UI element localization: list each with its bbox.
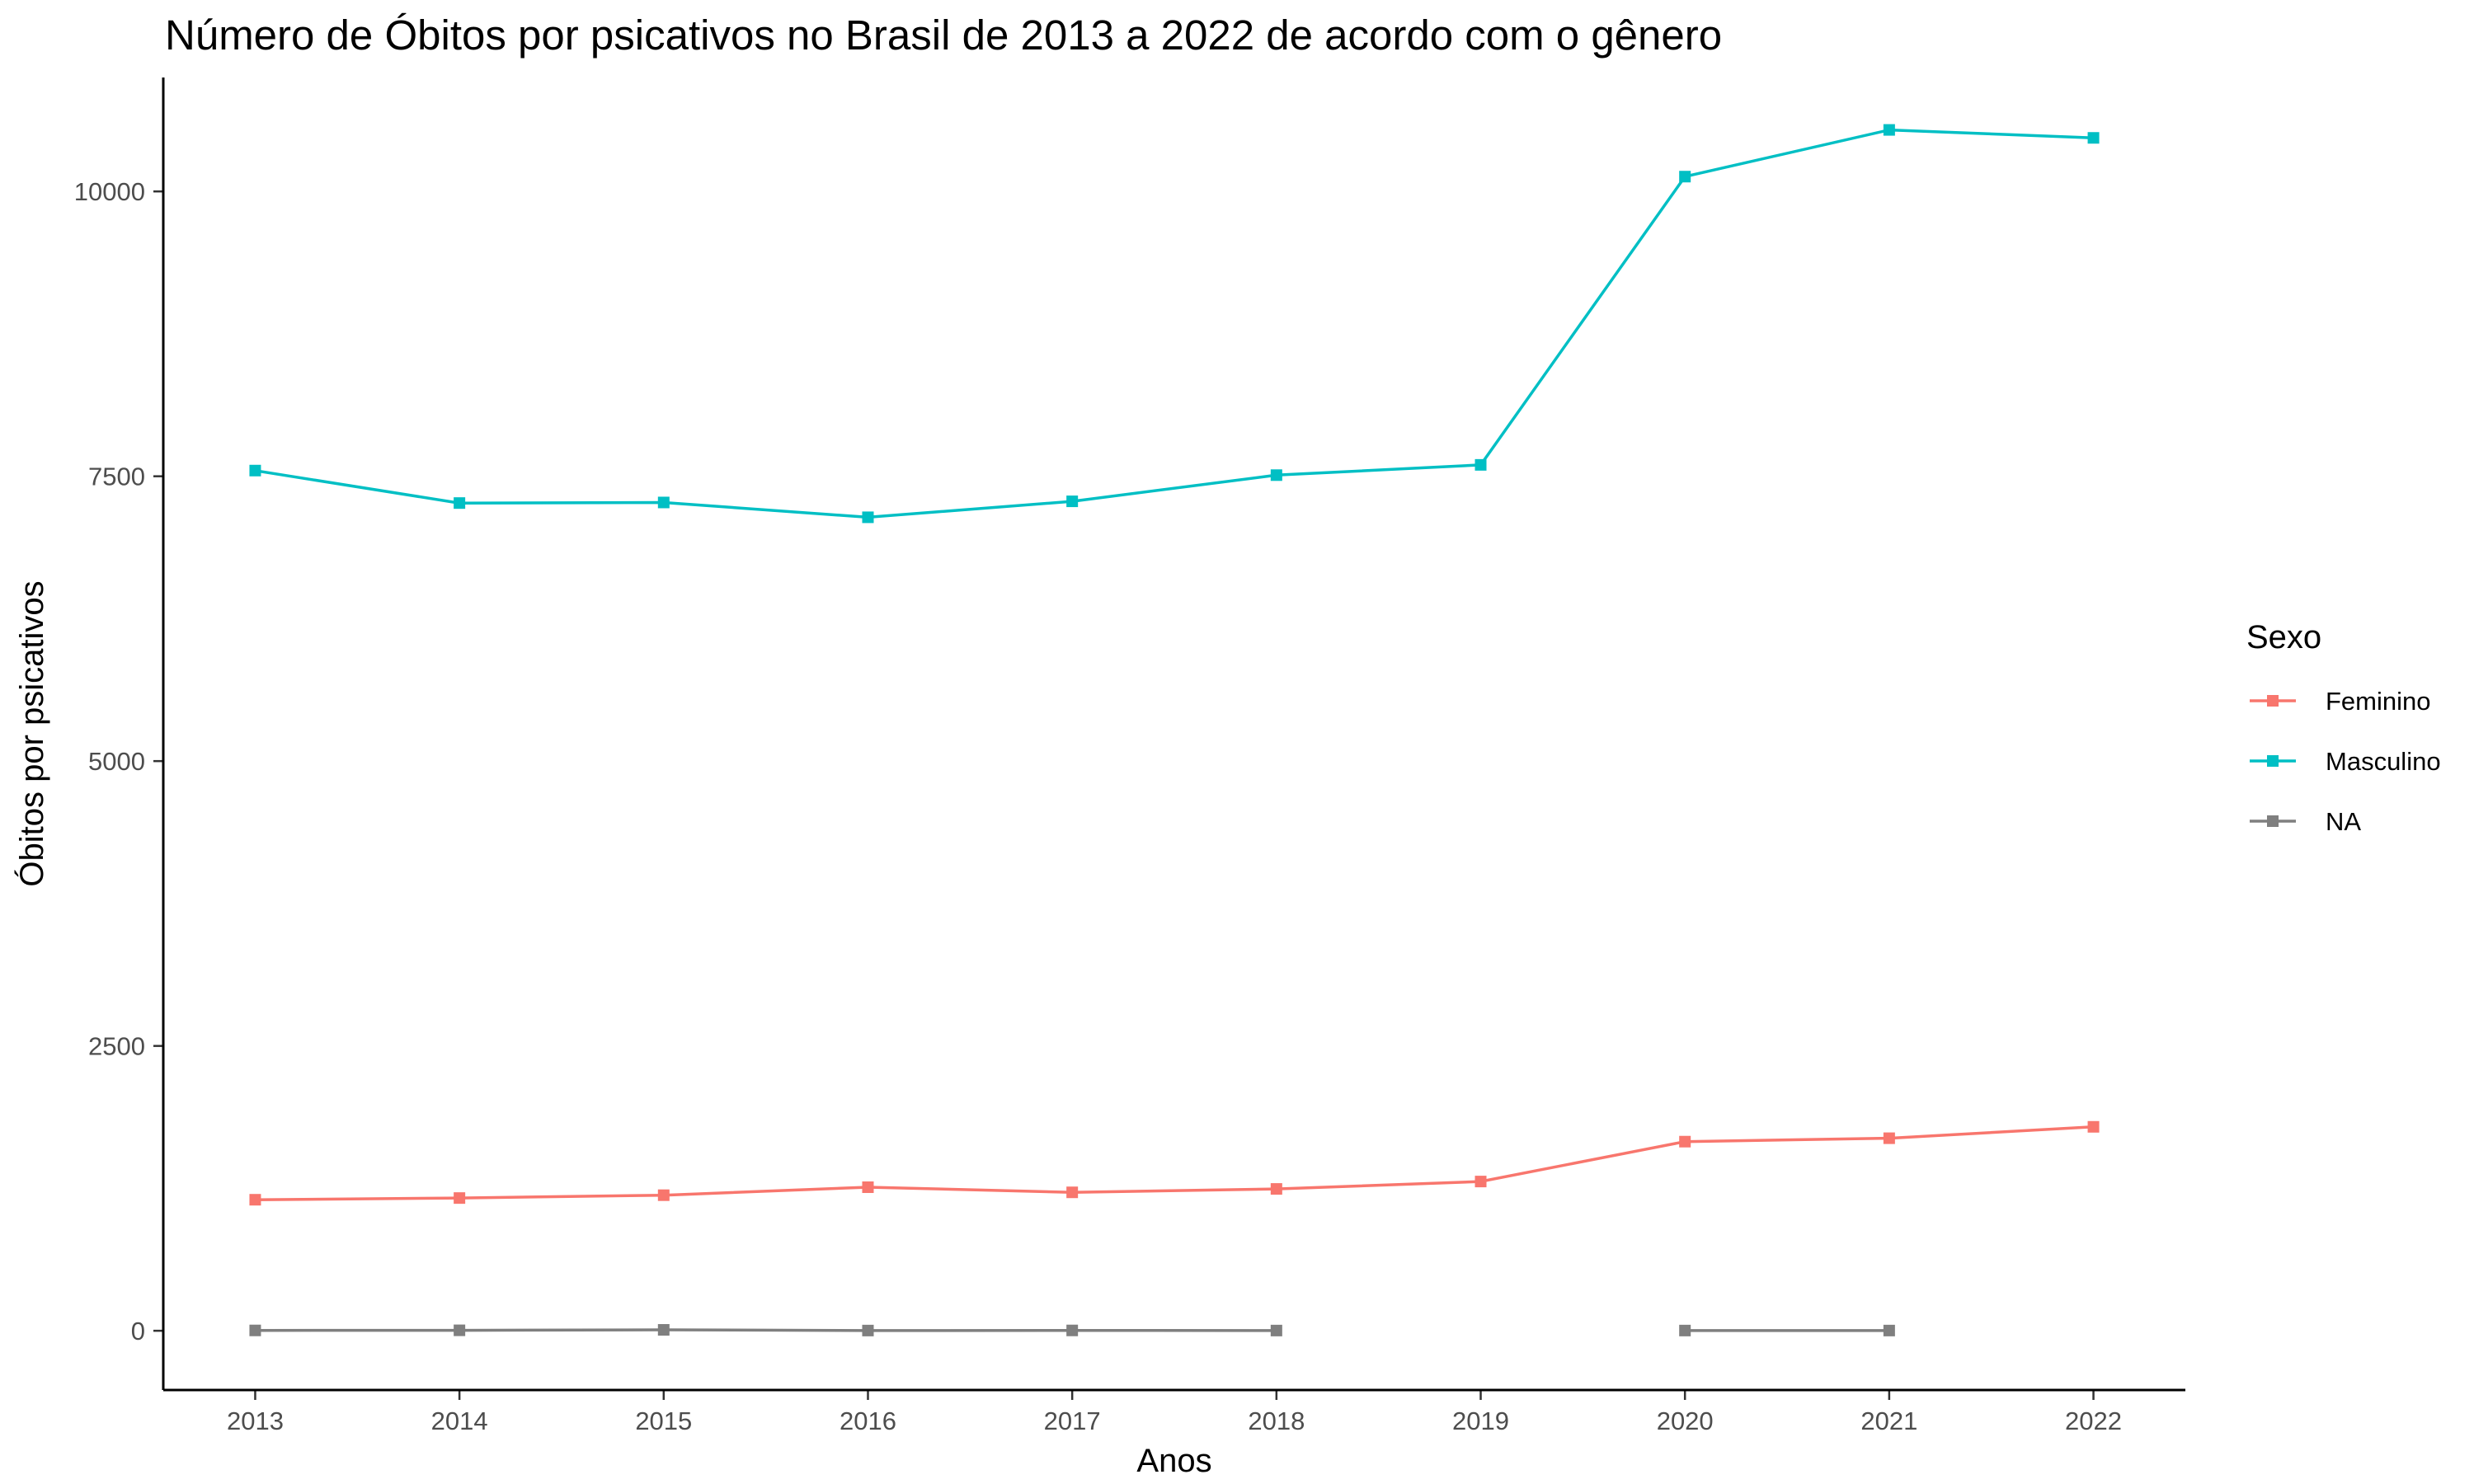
data-point — [249, 464, 261, 477]
data-point — [2087, 132, 2100, 144]
x-axis: 2013 2014 2015 2016 2017 2018 2019 2020 2021 2022 — [227, 1390, 2122, 1435]
data-point — [1066, 495, 1079, 508]
legend-key-marker — [2267, 695, 2279, 707]
data-point — [657, 1189, 670, 1201]
data-point — [1883, 1324, 1895, 1336]
data-point — [1679, 171, 1691, 183]
x-tick-label: 2015 — [635, 1407, 692, 1435]
data-point — [1475, 458, 1487, 471]
x-tick-label: 2016 — [840, 1407, 896, 1435]
data-point — [454, 1192, 466, 1205]
y-tick-label: 2500 — [88, 1032, 145, 1061]
data-point — [454, 497, 466, 510]
data-point — [1679, 1324, 1691, 1336]
x-tick-label: 2019 — [1452, 1407, 1509, 1435]
series-layer — [249, 124, 2100, 1336]
legend-key-marker — [2267, 815, 2279, 827]
series-line — [255, 1125, 2094, 1201]
y-tick-label: 0 — [131, 1317, 145, 1345]
x-tick-label: 2018 — [1248, 1407, 1305, 1435]
legend-item: NA — [2250, 807, 2361, 836]
data-point — [862, 1181, 874, 1194]
legend-key-marker — [2267, 755, 2279, 767]
chart-title: Número de Óbitos por psicativos no Brasi… — [165, 12, 1722, 59]
data-point — [862, 1324, 874, 1336]
data-point — [1270, 1183, 1282, 1195]
data-point — [454, 1324, 466, 1336]
x-tick-label: 2014 — [431, 1407, 488, 1435]
data-point — [1883, 1132, 1895, 1144]
series-feminino — [249, 1120, 2100, 1206]
data-point — [657, 496, 670, 509]
data-point — [862, 511, 874, 524]
data-point — [1270, 469, 1282, 481]
legend-title: Sexo — [2246, 619, 2321, 655]
legend-item: Masculino — [2250, 747, 2441, 776]
series-na — [249, 1324, 1895, 1336]
legend-item: Feminino — [2250, 687, 2431, 716]
series-line — [255, 1328, 1889, 1332]
legend-label: NA — [2326, 807, 2361, 836]
data-point — [1475, 1176, 1487, 1188]
data-point — [249, 1194, 261, 1206]
data-point — [1066, 1324, 1079, 1336]
x-tick-label: 2020 — [1657, 1407, 1714, 1435]
y-tick-label: 10000 — [74, 177, 145, 206]
legend-entries: Feminino Masculino NA — [2250, 687, 2441, 836]
legend-label: Feminino — [2326, 687, 2431, 716]
x-axis-title: Anos — [1136, 1443, 1211, 1479]
x-tick-label: 2022 — [2065, 1407, 2122, 1435]
data-point — [2087, 1120, 2100, 1133]
x-tick-label: 2013 — [227, 1407, 284, 1435]
data-point — [1066, 1186, 1079, 1199]
data-point — [657, 1324, 670, 1336]
x-tick-label: 2021 — [1860, 1407, 1917, 1435]
y-axis-title: Óbitos por psicativos — [13, 580, 50, 886]
data-point — [1679, 1135, 1691, 1148]
y-tick-label: 7500 — [88, 463, 145, 491]
data-point — [1270, 1324, 1282, 1336]
legend-label: Masculino — [2326, 747, 2441, 776]
series-masculino — [249, 124, 2100, 524]
series-line — [255, 128, 2094, 519]
data-point — [1883, 124, 1895, 136]
y-axis: 0 2500 5000 7500 10000 — [74, 177, 163, 1345]
legend: Sexo Feminino Masculino NA — [2246, 619, 2441, 836]
y-tick-label: 5000 — [88, 747, 145, 776]
data-point — [249, 1324, 261, 1336]
x-tick-label: 2017 — [1044, 1407, 1101, 1435]
